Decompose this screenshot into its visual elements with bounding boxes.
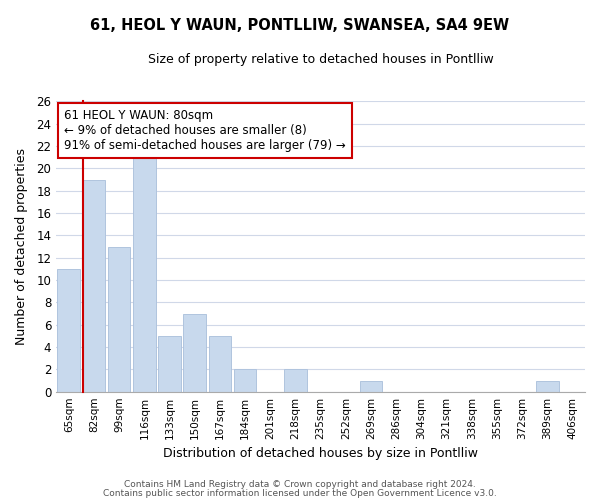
Bar [158,336,181,392]
Bar [83,180,105,392]
Text: Contains HM Land Registry data © Crown copyright and database right 2024.: Contains HM Land Registry data © Crown c… [124,480,476,489]
Bar [133,146,155,392]
Text: Contains public sector information licensed under the Open Government Licence v3: Contains public sector information licen… [103,489,497,498]
Bar [209,336,231,392]
Bar [284,370,307,392]
X-axis label: Distribution of detached houses by size in Pontlliw: Distribution of detached houses by size … [163,447,478,460]
Text: 61 HEOL Y WAUN: 80sqm
← 9% of detached houses are smaller (8)
91% of semi-detach: 61 HEOL Y WAUN: 80sqm ← 9% of detached h… [64,108,346,152]
Bar [359,380,382,392]
Bar [234,370,256,392]
Y-axis label: Number of detached properties: Number of detached properties [15,148,28,345]
Title: Size of property relative to detached houses in Pontlliw: Size of property relative to detached ho… [148,52,493,66]
Bar [108,246,130,392]
Bar [184,314,206,392]
Text: 61, HEOL Y WAUN, PONTLLIW, SWANSEA, SA4 9EW: 61, HEOL Y WAUN, PONTLLIW, SWANSEA, SA4 … [91,18,509,32]
Bar [58,269,80,392]
Bar [536,380,559,392]
